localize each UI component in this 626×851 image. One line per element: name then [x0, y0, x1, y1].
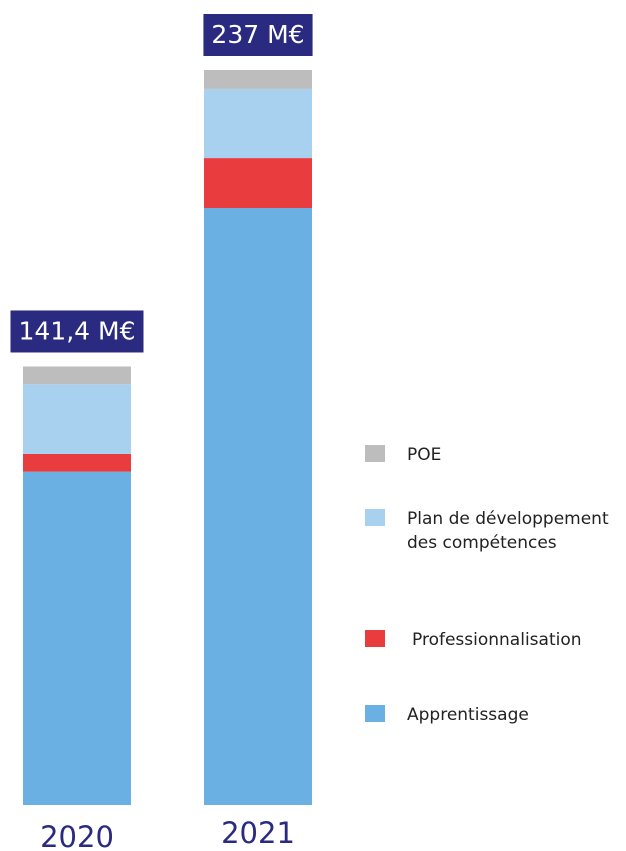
legend-swatch	[365, 705, 385, 722]
bar-segment	[204, 70, 312, 89]
legend-label: Professionnalisation	[412, 630, 582, 650]
legend-label: Apprentissage	[407, 705, 529, 725]
legend-swatch	[365, 509, 385, 526]
legend-label: POE	[407, 445, 442, 465]
bar-segment	[204, 158, 312, 209]
bar-segment	[204, 88, 312, 159]
total-label-text: 141,4 M€	[19, 316, 136, 345]
bar-segment	[23, 471, 131, 805]
bar-segment	[204, 208, 312, 805]
x-tick-label: 2021	[221, 816, 295, 850]
total-label-text: 237 M€	[211, 20, 304, 49]
total-label: 141,4 M€	[10, 310, 144, 353]
legend-swatch	[365, 445, 385, 462]
bar-segment	[23, 366, 131, 385]
bar-segment	[23, 384, 131, 454]
total-label-box	[10, 310, 144, 353]
x-tick-label: 2020	[40, 820, 114, 851]
bar-segment	[23, 453, 131, 472]
total-label: 237 M€	[203, 14, 313, 56]
total-label-box	[203, 14, 313, 56]
legend-swatch	[365, 630, 385, 647]
legend-label: Plan de développement des compétences	[407, 509, 609, 553]
